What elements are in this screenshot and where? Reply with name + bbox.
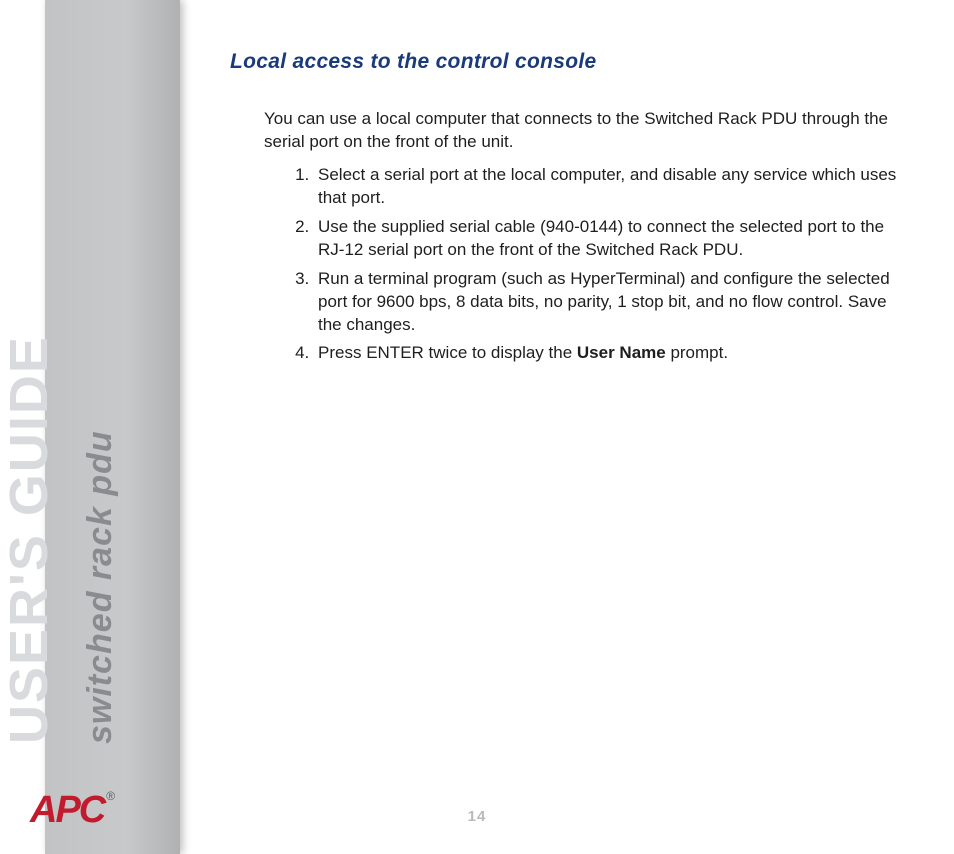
sidebar-subtitle: switched rack pdu xyxy=(81,430,120,744)
section-heading: Local access to the control console xyxy=(230,50,910,74)
page-number: 14 xyxy=(468,808,487,825)
main-content: Local access to the control console You … xyxy=(230,50,910,371)
step4-pre: Press xyxy=(318,343,366,362)
list-item: Select a serial port at the local comput… xyxy=(314,164,910,210)
page-number-container: 14 xyxy=(0,808,954,826)
sidebar: USER'S GUIDE switched rack pdu xyxy=(0,0,180,854)
list-item: Press ENTER twice to display the User Na… xyxy=(314,342,910,365)
logo-registered: ® xyxy=(106,789,115,803)
step4-mid: twice to display the xyxy=(424,343,577,362)
steps-list: Select a serial port at the local comput… xyxy=(290,164,910,366)
sidebar-title: USER'S GUIDE xyxy=(0,335,60,744)
step4-bold: User Name xyxy=(577,343,666,362)
step4-post: prompt. xyxy=(666,343,728,362)
list-item: Run a terminal program (such as HyperTer… xyxy=(314,268,910,337)
sidebar-texts: USER'S GUIDE switched rack pdu xyxy=(0,0,180,854)
intro-paragraph: You can use a local computer that connec… xyxy=(264,108,910,154)
list-item: Use the supplied serial cable (940-0144)… xyxy=(314,216,910,262)
step4-enter: ENTER xyxy=(366,343,424,362)
